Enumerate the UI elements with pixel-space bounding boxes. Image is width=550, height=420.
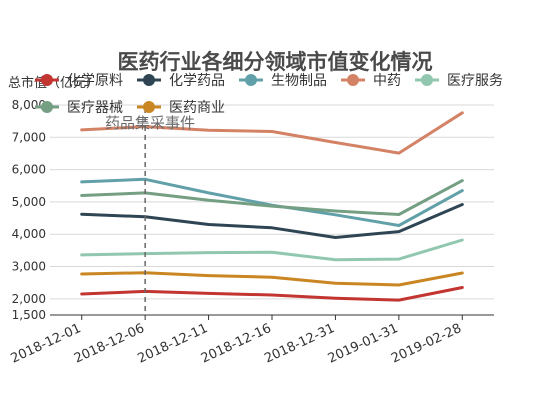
y-tick-label: 4,000 [12, 227, 46, 241]
y-tick-label: 7,000 [12, 130, 46, 144]
series-lines [80, 111, 464, 302]
x-tick-label: 2019-01-31 [326, 321, 401, 367]
series-line-5 [80, 179, 464, 216]
x-tick-label: 2019-02-28 [389, 321, 464, 367]
y-tick-label: 8,000 [12, 98, 46, 112]
legend-marker [41, 101, 53, 113]
legend-marker [143, 74, 155, 86]
chart-title: 医药行业各细分领域市值变化情况 [118, 50, 433, 74]
series-line-4 [80, 238, 464, 262]
y-tick-label: 2,000 [12, 292, 46, 306]
legend-marker [347, 74, 359, 86]
legend-item-2[interactable]: 生物制品 [239, 73, 327, 89]
legend-label: 医疗服务 [447, 73, 503, 89]
y-tick-label: 1,500 [12, 308, 46, 322]
grid-lines [50, 104, 494, 300]
legend-label: 化学原料 [67, 73, 123, 89]
y-tick-label: 5,000 [12, 195, 46, 209]
legend-item-0[interactable]: 化学原料 [35, 73, 123, 89]
legend-marker [421, 74, 433, 86]
legend-item-3[interactable]: 中药 [341, 73, 401, 89]
x-axis-ticks: 2018-12-012018-12-062018-12-112018-12-16… [9, 315, 464, 367]
legend-marker [41, 74, 53, 86]
y-tick-label: 3,000 [12, 260, 46, 274]
legend-item-4[interactable]: 医疗服务 [415, 73, 503, 89]
legend-label: 医疗器械 [67, 100, 123, 116]
x-tick-label: 2018-12-01 [9, 321, 84, 367]
series-line-0 [80, 286, 464, 302]
y-axis-ticks: 1,500 2,000 3,000 4,000 5,000 6,000 7,000 8,000 [12, 98, 46, 322]
legend-label: 化学药品 [169, 73, 225, 89]
x-tick-label: 2018-12-16 [199, 321, 274, 367]
legend-item-5[interactable]: 医疗器械 [35, 100, 123, 116]
legend-marker [143, 101, 155, 113]
x-tick-label: 2018-12-31 [262, 321, 337, 367]
legend-item-6[interactable]: 医药商业 [137, 100, 225, 116]
legend-marker [245, 74, 257, 86]
y-tick-label: 6,000 [12, 163, 46, 177]
x-tick-label: 2018-12-11 [135, 321, 210, 367]
legend-label: 生物制品 [271, 73, 327, 89]
legend-item-1[interactable]: 化学药品 [137, 73, 225, 89]
x-tick-label: 2018-12-06 [72, 321, 147, 367]
y-axis-label: 总市值（亿元） [8, 75, 99, 91]
event-marker-label: 药品集采事件 [105, 114, 195, 132]
legend-label: 中药 [373, 73, 401, 89]
legend-label: 医药商业 [169, 100, 225, 116]
series-line-6 [80, 271, 464, 287]
